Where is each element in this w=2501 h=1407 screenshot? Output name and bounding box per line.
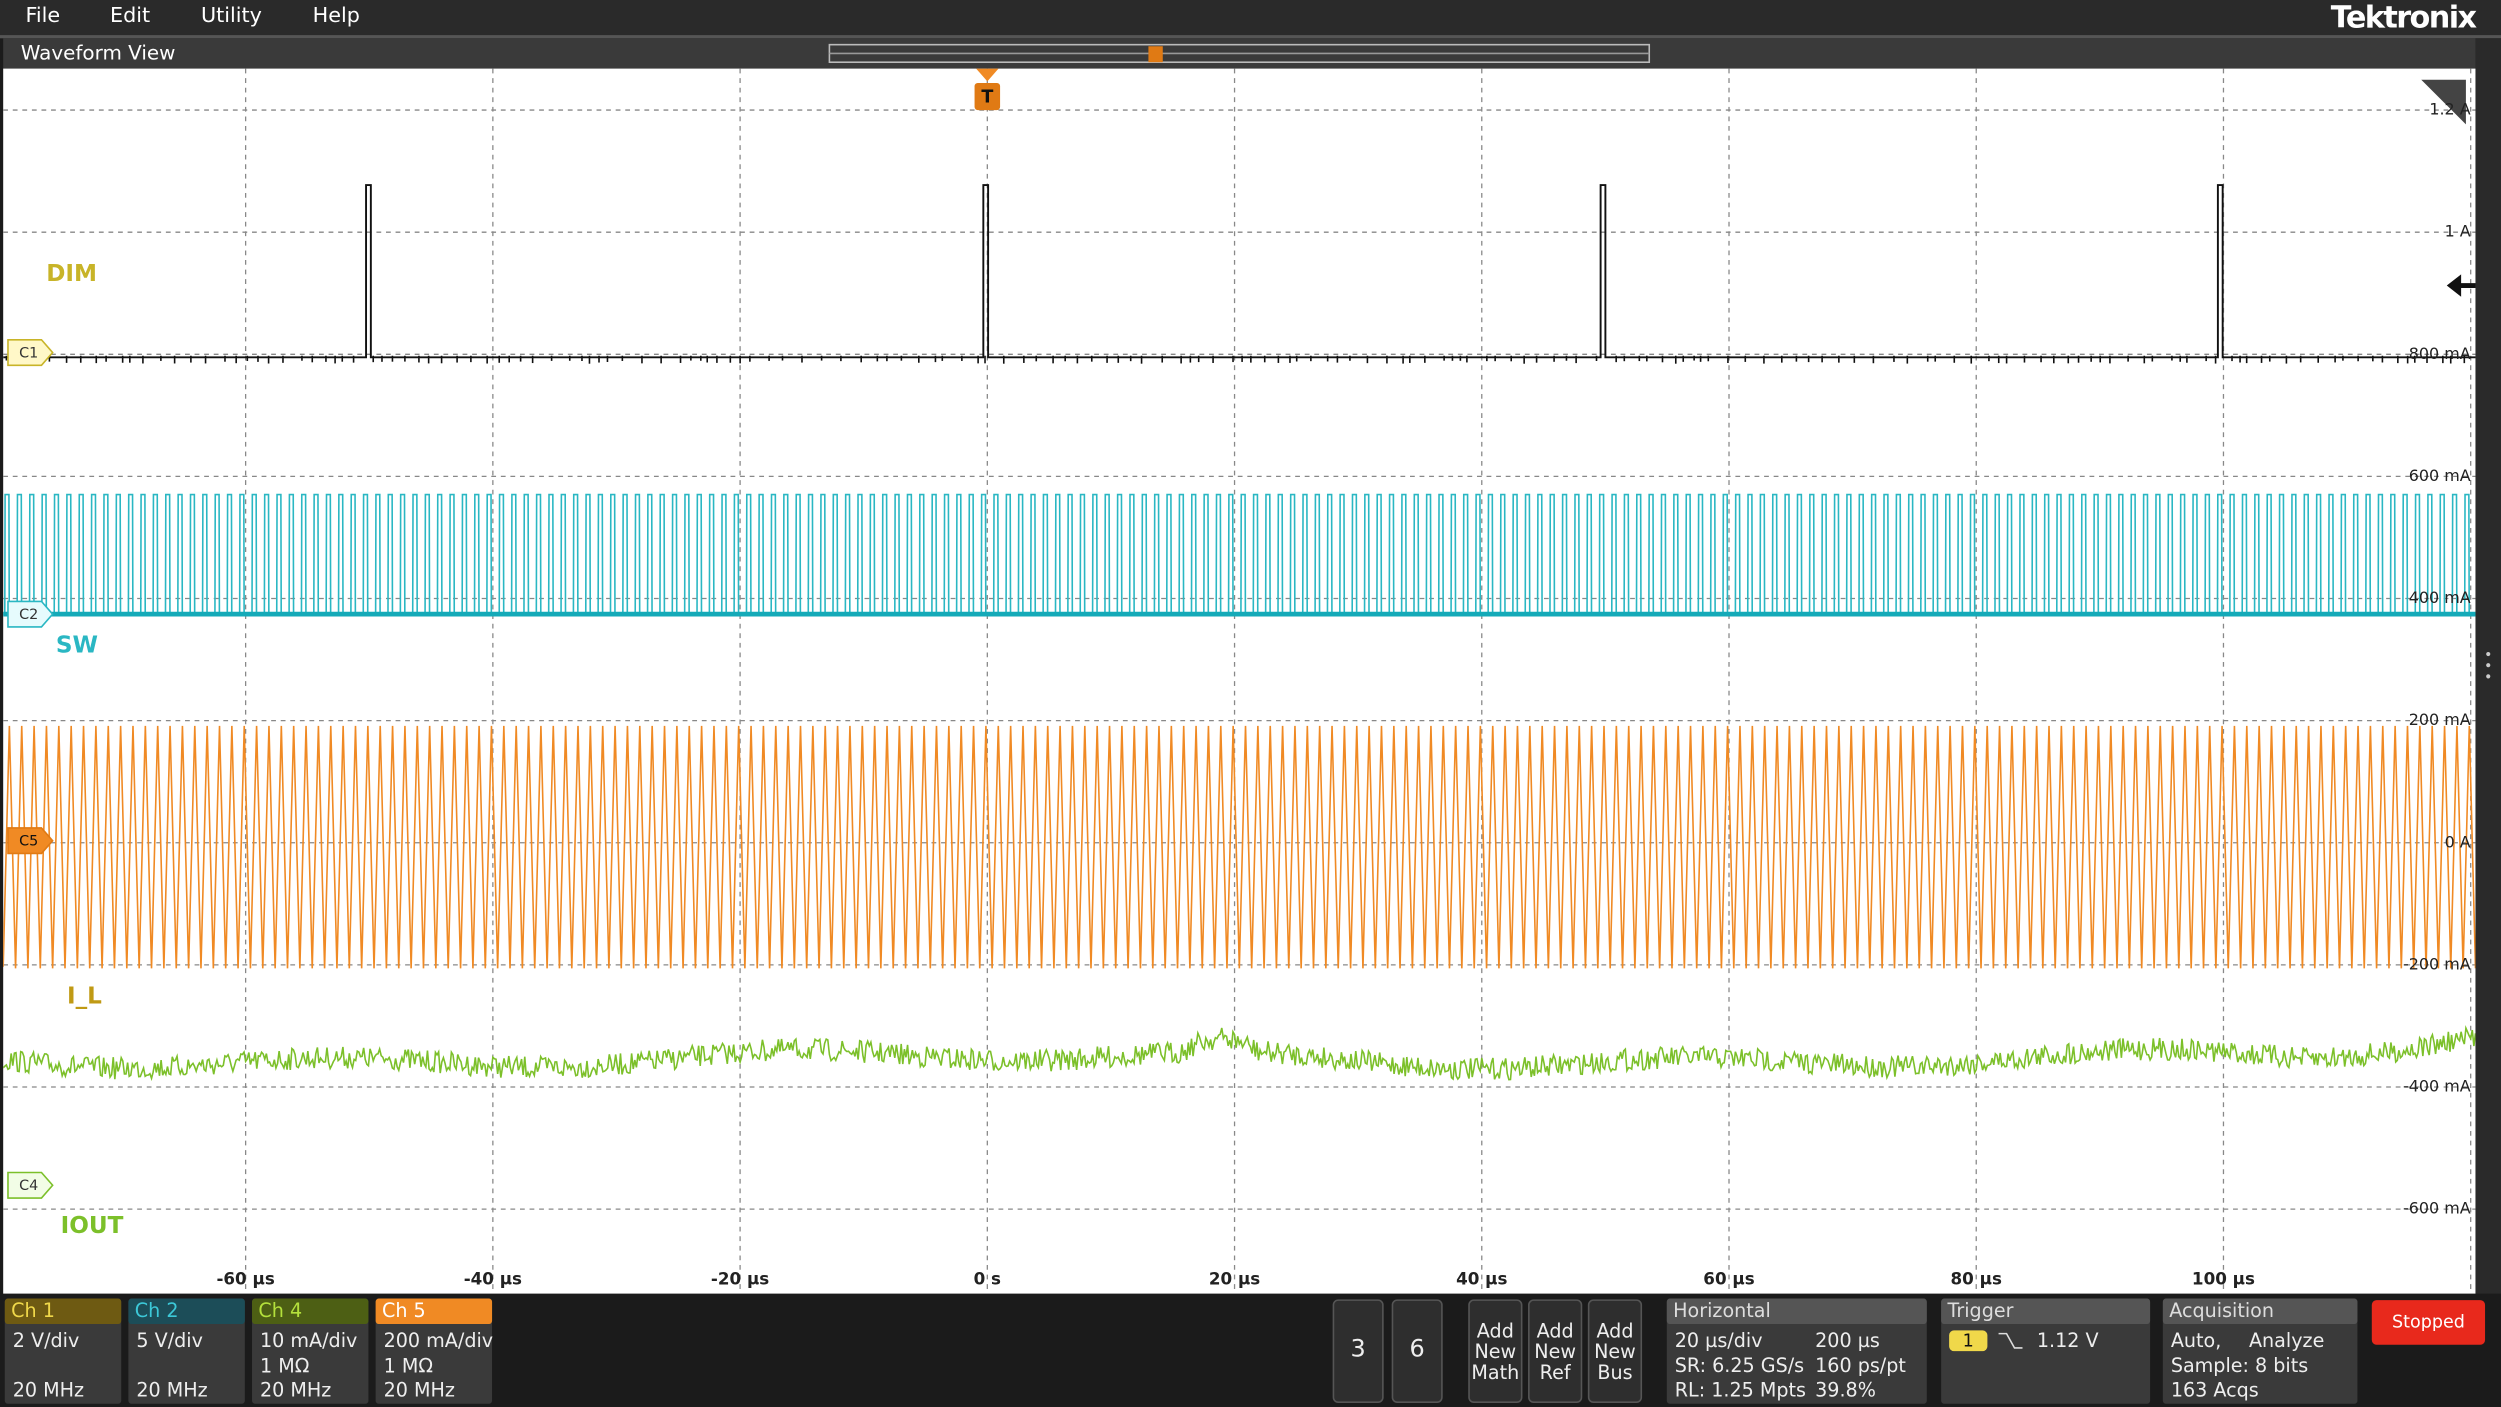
x-tick-label: -20 µs <box>711 1268 769 1288</box>
y-tick-label: -200 mA <box>2403 954 2471 973</box>
y-tick-label: 1.2 A <box>2429 100 2470 119</box>
horizontal-value: 160 ps/pt <box>1815 1354 1906 1377</box>
x-tick-label: 20 µs <box>1209 1268 1260 1288</box>
channel-label: DIM <box>46 261 97 287</box>
number-button-label: 3 <box>1351 1335 1366 1363</box>
y-tick-label: 400 mA <box>2409 588 2471 607</box>
acquisition-value: Analyze <box>2249 1329 2324 1352</box>
x-tick-label: 0 s <box>974 1268 1001 1288</box>
plot-area <box>3 69 2475 1294</box>
acquisition-value: 163 Acqs <box>2171 1379 2259 1402</box>
x-tick-label: 40 µs <box>1456 1268 1507 1288</box>
channel-badge-line: 20 MHz <box>13 1379 84 1402</box>
menu-bar <box>0 0 2501 35</box>
channel-marker-label: C2 <box>19 607 38 623</box>
handle-dot <box>2486 674 2490 678</box>
y-tick-label: 600 mA <box>2409 466 2471 485</box>
timeline-trigger <box>1148 46 1162 62</box>
acquisition-title: Acquisition <box>2169 1299 2274 1322</box>
trigger-marker-label: T <box>981 87 993 107</box>
view-title: Waveform View <box>21 42 176 65</box>
add-button-label: Add <box>1477 1320 1514 1343</box>
channel-label: IOUT <box>61 1213 124 1239</box>
y-tick-label: -400 mA <box>2403 1076 2471 1095</box>
channel-badge-line: 20 MHz <box>260 1379 331 1402</box>
add-button-label: Bus <box>1597 1361 1632 1384</box>
trigger-source: 1 <box>1963 1332 1974 1352</box>
status-label: Stopped <box>2392 1312 2465 1332</box>
add-button-label: New <box>1594 1340 1636 1363</box>
channel-badge-line: 20 MHz <box>136 1379 207 1402</box>
y-tick-label: 200 mA <box>2409 710 2471 729</box>
horizontal-value: 20 µs/div <box>1675 1329 1763 1352</box>
channel-badge-line: 1 MΩ <box>384 1355 433 1378</box>
add-button-label: New <box>1474 1340 1516 1363</box>
channel-badge-line: 20 MHz <box>384 1379 455 1402</box>
menu-item[interactable]: Utility <box>201 3 262 27</box>
horizontal-value: RL: 1.25 Mpts <box>1675 1379 1806 1402</box>
channel-badge-line: 1 MΩ <box>260 1355 309 1378</box>
x-tick-label: 80 µs <box>1951 1268 2002 1288</box>
horizontal-title: Horizontal <box>1673 1299 1771 1322</box>
channel-badge-title: Ch 2 <box>135 1299 179 1322</box>
brand-logo: Tektronix <box>2331 1 2478 36</box>
handle-dot <box>2486 652 2490 656</box>
channel-badge-title: Ch 4 <box>258 1299 302 1322</box>
menu-item[interactable]: Help <box>313 3 360 27</box>
horizontal-value: 39.8% <box>1815 1379 1876 1402</box>
x-tick-label: -60 µs <box>216 1268 274 1288</box>
channel-badge-line: 200 mA/div <box>384 1329 494 1352</box>
channel-marker-label: C1 <box>19 345 38 361</box>
channel-marker-label: C4 <box>19 1178 38 1194</box>
horizontal-value: 200 µs <box>1815 1329 1880 1352</box>
add-button-label: Math <box>1471 1361 1519 1384</box>
add-button-label: New <box>1534 1340 1576 1363</box>
horizontal-value: SR: 6.25 GS/s <box>1675 1354 1804 1377</box>
y-tick-label: 800 mA <box>2409 344 2471 363</box>
y-tick-label: 1 A <box>2445 222 2471 241</box>
trigger-title: Trigger <box>1947 1299 2014 1322</box>
acquisition-value: Sample: 8 bits <box>2171 1354 2308 1377</box>
channel-badge-title: Ch 5 <box>382 1299 426 1322</box>
menu-item[interactable]: File <box>26 3 61 27</box>
add-button-label: Ref <box>1540 1361 1572 1384</box>
y-tick-label: 0 A <box>2445 832 2471 851</box>
menu-item[interactable]: Edit <box>110 3 150 27</box>
channel-label: SW <box>56 633 98 659</box>
handle-dot <box>2486 663 2490 667</box>
x-tick-label: -40 µs <box>464 1268 522 1288</box>
channel-badge-line: 5 V/div <box>136 1329 203 1352</box>
acquisition-value: Auto, <box>2171 1329 2221 1352</box>
channel-badge-title: Ch 1 <box>11 1299 55 1322</box>
x-tick-label: 60 µs <box>1703 1268 1754 1288</box>
channel-badge-line: 10 mA/div <box>260 1329 357 1352</box>
channel-label: I_L <box>67 984 102 1010</box>
add-button-label: Add <box>1537 1320 1574 1343</box>
x-tick-label: 100 µs <box>2192 1268 2255 1288</box>
trigger-level: 1.12 V <box>2037 1329 2099 1352</box>
add-button-label: Add <box>1596 1320 1633 1343</box>
menu-divider <box>0 35 2501 38</box>
number-button-label: 6 <box>1410 1335 1425 1363</box>
channel-badge-line: 2 V/div <box>13 1329 80 1352</box>
channel-marker-label: C5 <box>19 833 38 849</box>
y-tick-label: -600 mA <box>2403 1199 2471 1218</box>
